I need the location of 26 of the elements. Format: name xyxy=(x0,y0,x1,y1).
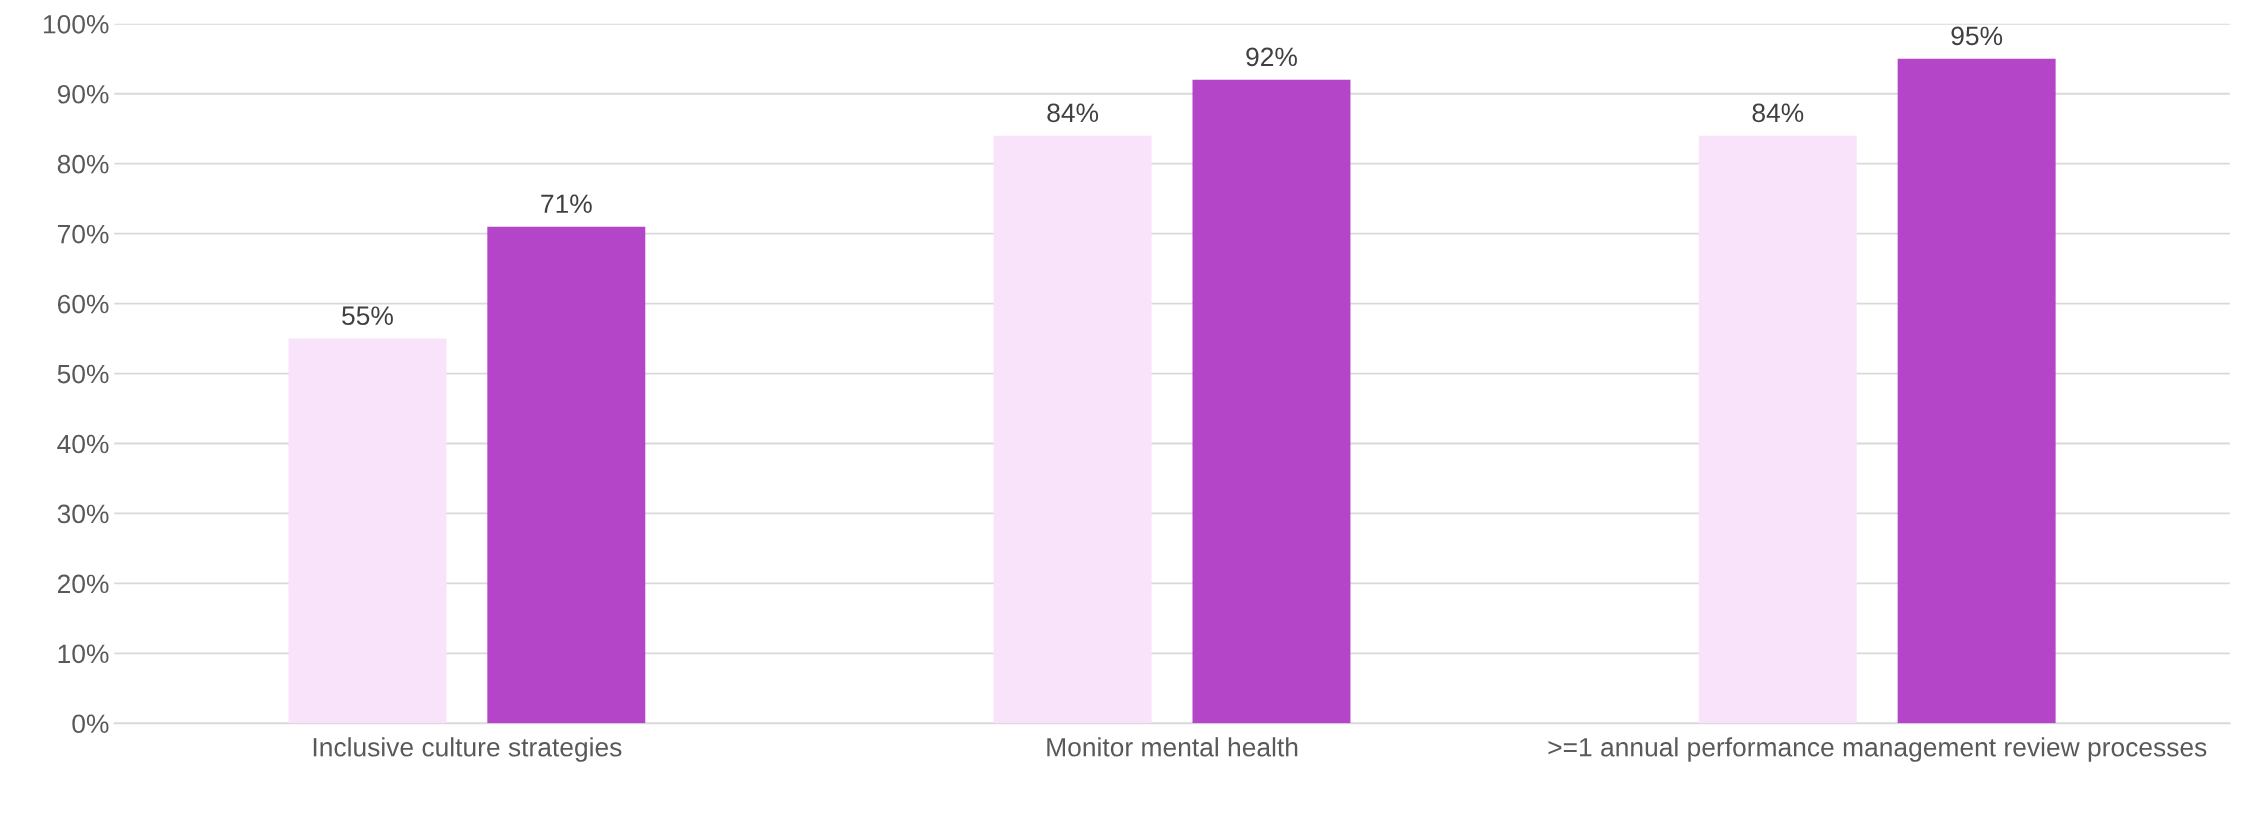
x-tick-label: Inclusive culture strategies xyxy=(313,737,622,762)
y-tick-label: 90% xyxy=(57,84,109,104)
y-tick-label: 20% xyxy=(57,574,109,594)
y-tick-label: 60% xyxy=(57,294,109,314)
bar xyxy=(993,135,1152,724)
bar xyxy=(1192,79,1351,724)
y-tick-label: 10% xyxy=(58,644,109,664)
y-tick-label: 100% xyxy=(43,14,109,34)
data-label: 84% xyxy=(1752,103,1804,123)
x-tick-label: Monitor mental health xyxy=(1047,737,1298,757)
y-tick-label: 0% xyxy=(72,714,109,734)
y-tick-label: 70% xyxy=(57,224,109,244)
bar xyxy=(1897,58,2056,724)
data-label: 71% xyxy=(541,194,592,214)
data-label: 92% xyxy=(1246,47,1297,67)
x-tick-label: >=1 annual performance management review processes xyxy=(1548,737,2207,762)
bar xyxy=(1698,135,1857,724)
bar xyxy=(288,338,447,724)
y-tick-label: 80% xyxy=(57,154,109,174)
data-label: 95% xyxy=(1951,26,2003,46)
y-tick-label: 30% xyxy=(57,504,109,524)
bar xyxy=(487,226,646,724)
data-label: 84% xyxy=(1047,103,1099,123)
y-tick-label: 50% xyxy=(57,364,109,384)
y-tick-label: 40% xyxy=(57,434,109,454)
data-label: 55% xyxy=(342,306,393,326)
